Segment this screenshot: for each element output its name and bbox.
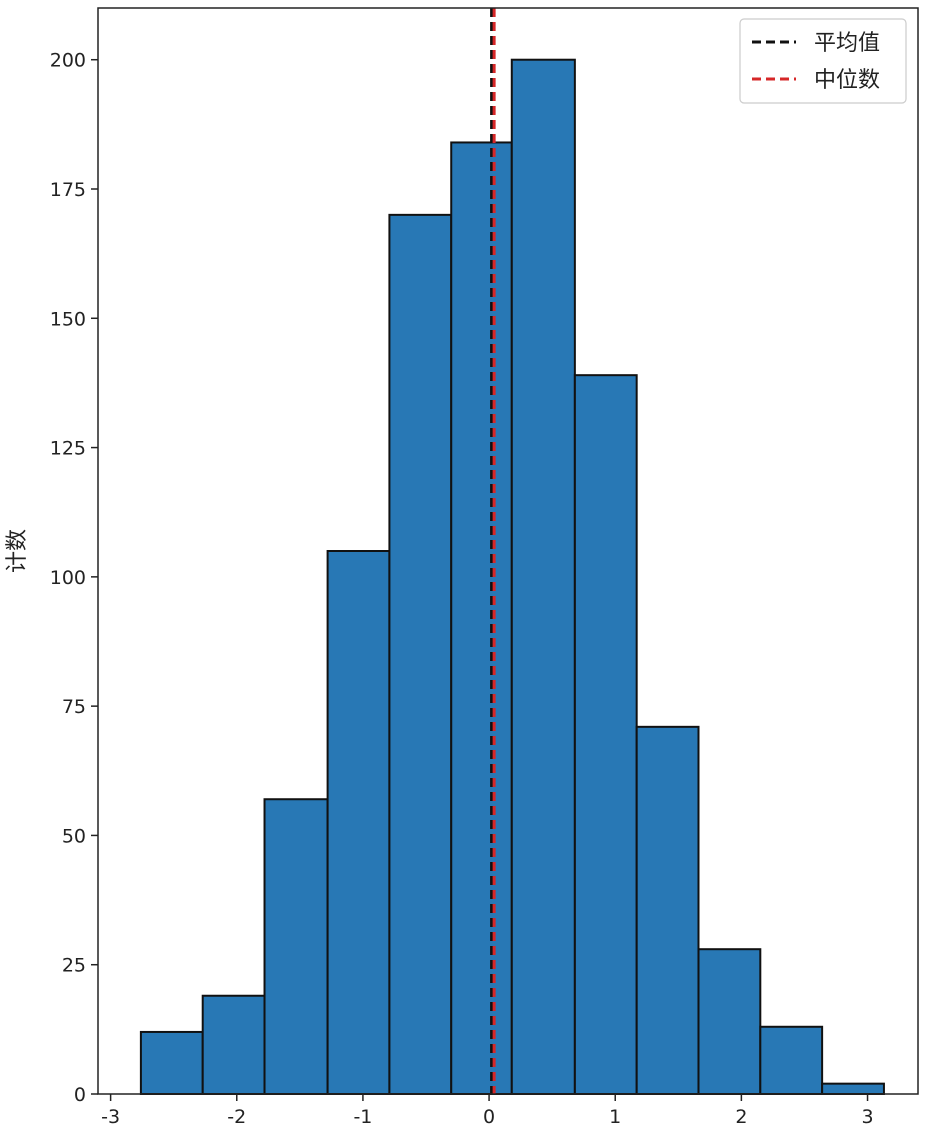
histogram-bar — [510, 58, 576, 1096]
y-tick-label: 75 — [62, 696, 86, 718]
histogram-bar — [821, 1082, 885, 1095]
plot-frame — [97, 7, 919, 1095]
histogram-bar — [635, 725, 700, 1095]
histogram-bar — [201, 994, 266, 1095]
y-tick-label: 175 — [50, 179, 86, 201]
y-axis: 0 25 50 75 100 125 150 175 200 — [50, 50, 98, 1106]
y-tick-label: 100 — [50, 567, 86, 589]
x-tick-label: -1 — [353, 1106, 372, 1128]
histogram-bar — [697, 948, 762, 1096]
x-tick-label: 3 — [861, 1106, 873, 1128]
histogram-bar — [263, 798, 329, 1095]
legend-label: 中位数 — [814, 68, 880, 93]
y-tick-label: 200 — [50, 50, 86, 72]
reference-lines — [490, 8, 496, 1094]
histogram-bar — [139, 1030, 204, 1096]
x-tick-label: -2 — [227, 1106, 246, 1128]
x-tick-label: 1 — [609, 1106, 621, 1128]
legend-box — [739, 18, 907, 104]
y-tick-label: 50 — [62, 825, 86, 847]
x-tick-label: 0 — [483, 1106, 495, 1128]
y-tick-label: 25 — [62, 955, 86, 977]
x-axis: -3 -2 -1 0 1 2 3 — [101, 1094, 874, 1128]
histogram-bars — [139, 58, 885, 1096]
histogram-bar — [326, 550, 391, 1095]
legend-label: 平均值 — [814, 31, 880, 56]
histogram-bar — [573, 374, 638, 1095]
histogram-bar — [759, 1025, 824, 1096]
y-tick-label: 0 — [74, 1084, 86, 1106]
y-tick-label: 125 — [50, 438, 86, 460]
histogram-bar — [450, 141, 513, 1095]
histogram-bar — [388, 213, 453, 1096]
x-tick-label: 2 — [735, 1106, 747, 1128]
y-axis-label: 计数 — [5, 529, 30, 573]
x-tick-label: -3 — [101, 1106, 120, 1128]
y-tick-label: 150 — [50, 308, 86, 330]
